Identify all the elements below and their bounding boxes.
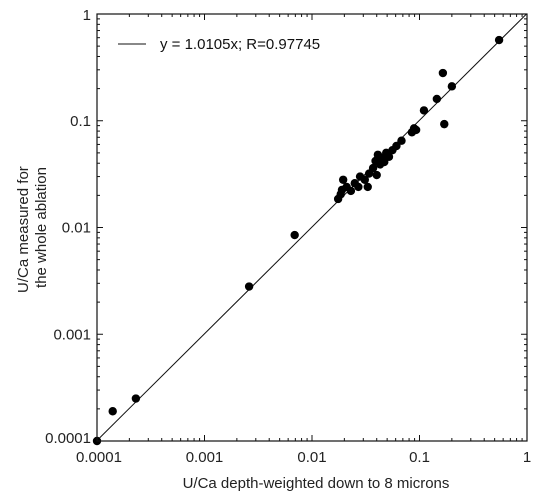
- x-tick-label: 0.0001: [76, 449, 122, 466]
- legend: y = 1.0105x; R=0.97745: [118, 36, 320, 53]
- data-point: [244, 282, 254, 291]
- y-axis-title-line-2: the whole ablation: [33, 167, 50, 288]
- data-point: [392, 141, 401, 151]
- data-point: [432, 94, 442, 104]
- data-point: [397, 136, 406, 145]
- data-point: [384, 152, 394, 161]
- data-points: [92, 35, 504, 446]
- y-tick-label: 1: [83, 7, 91, 24]
- data-point: [108, 407, 117, 416]
- data-point: [372, 170, 381, 180]
- plot-frame: [96, 13, 528, 442]
- y-axis-title-line-1: U/Ca measured for: [15, 166, 32, 293]
- data-point: [290, 230, 299, 240]
- data-point: [346, 186, 356, 196]
- y-tick-label: 0.0001: [45, 430, 91, 447]
- x-tick-label: 1: [523, 449, 531, 466]
- data-point: [447, 82, 457, 91]
- data-point: [368, 163, 378, 173]
- y-tick-label: 0.01: [62, 220, 91, 237]
- data-point: [363, 182, 372, 192]
- x-tick-label: 0.01: [297, 449, 326, 466]
- data-point: [438, 68, 448, 78]
- legend-label: y = 1.0105x; R=0.97745: [160, 36, 320, 53]
- y-axis-title: U/Ca measured for the whole ablation: [15, 162, 50, 293]
- data-point: [494, 35, 504, 45]
- data-point: [440, 119, 449, 129]
- fit-line: [96, 13, 527, 441]
- data-point: [411, 125, 421, 135]
- x-tick-label: 0.1: [409, 449, 430, 466]
- tick-labels: 0.0001 0.001 0.01 0.1 1 0.0001 0.001 0.01 0.1 1: [45, 7, 531, 466]
- data-point: [360, 175, 370, 184]
- data-point: [338, 175, 348, 184]
- x-axis-title: U/Ca depth-weighted down to 8 microns: [183, 475, 450, 492]
- y-tick-label: 0.001: [53, 326, 91, 343]
- data-point: [419, 106, 429, 115]
- data-point: [131, 394, 141, 403]
- data-point: [354, 182, 363, 192]
- x-tick-label: 0.001: [186, 449, 224, 466]
- y-tick-label: 0.1: [70, 113, 91, 130]
